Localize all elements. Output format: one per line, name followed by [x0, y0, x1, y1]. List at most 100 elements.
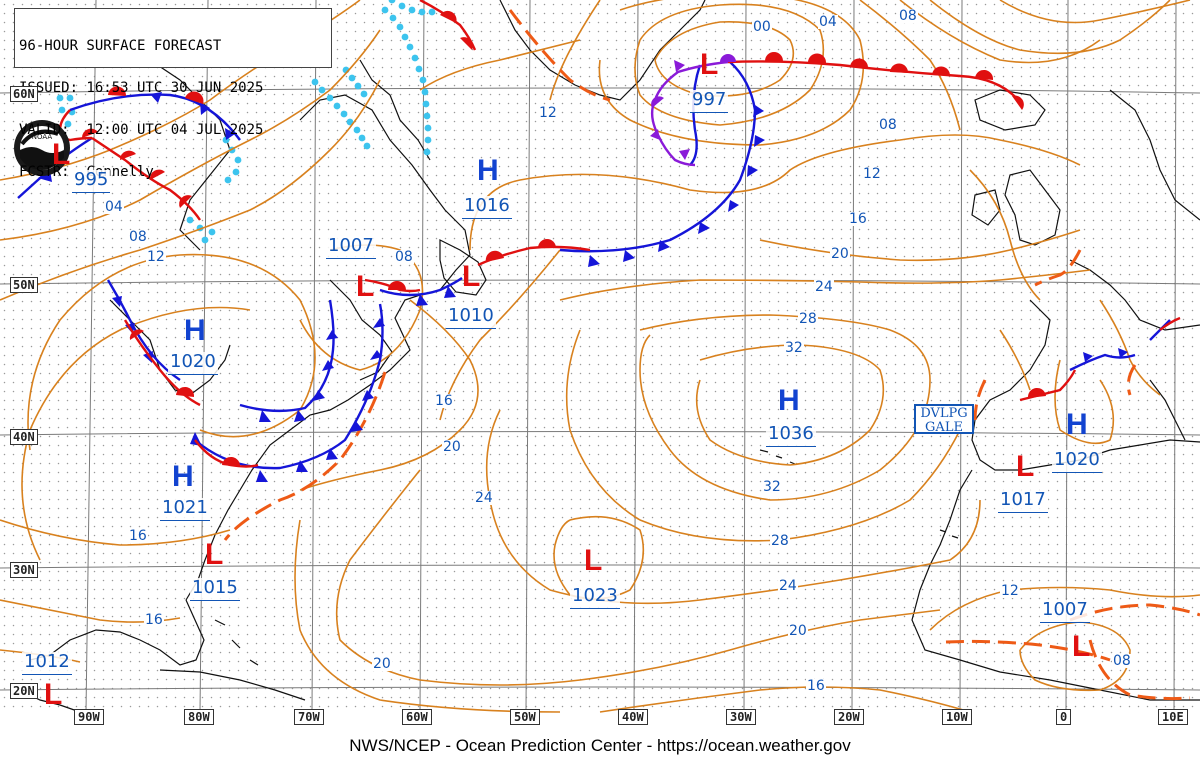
isobar-label: 28 [798, 311, 818, 327]
isobar-label: 12 [538, 105, 558, 121]
lat-label-60n: 60N [10, 86, 38, 102]
isobar-label: 32 [784, 340, 804, 356]
coast-ireland [971, 189, 1001, 226]
isobar-label: 08 [128, 229, 148, 245]
gale-warning-text: DVLPG GALE [920, 406, 968, 435]
low-pressure-value: 1023 [570, 586, 620, 609]
isobar-label: 24 [814, 279, 834, 295]
isobar-label: 16 [434, 393, 454, 409]
forecast-title: 96-HOUR SURFACE FORECAST [19, 38, 222, 54]
coast-hudson-bay [119, 39, 231, 251]
isobar-label: 16 [128, 528, 148, 544]
low-center-letter: L [356, 270, 375, 303]
coastlines [19, 0, 1200, 713]
lat-label-20n: 20N [10, 683, 38, 699]
coast-north-america [185, 94, 471, 601]
isobar-label: 32 [762, 479, 782, 495]
coast-florida [29, 599, 205, 666]
isobar-label: 16 [806, 678, 826, 694]
occluded-front [650, 60, 729, 167]
isobar-label: 20 [442, 439, 462, 455]
low-pressure-value: 1010 [446, 306, 496, 329]
lon-label-30w: 30W [726, 709, 756, 725]
coast-newfoundland [439, 239, 487, 296]
lon-label-50w: 50W [510, 709, 540, 725]
isobar-label: 24 [778, 578, 798, 594]
high-pressure-value: 1020 [1052, 450, 1102, 473]
isobar-label: 16 [144, 612, 164, 628]
high-pressure-value: 1016 [462, 196, 512, 219]
isobar-label: 08 [394, 249, 414, 265]
noaa-logo-text: NOAA [32, 133, 53, 141]
isobar-label: 12 [146, 249, 166, 265]
lon-label-60w: 60W [402, 709, 432, 725]
isobar-label: 12 [1000, 583, 1020, 599]
low-pressure-value: 1007 [326, 236, 376, 259]
coast-greenland [499, 0, 706, 101]
isobar-label: 20 [372, 656, 392, 672]
high-pressure-value: 1020 [168, 352, 218, 375]
high-center-letter: H [1066, 408, 1088, 441]
isobar-label: 00 [752, 19, 772, 35]
coast-great-lakes [109, 299, 231, 396]
lon-label-20w: 20W [834, 709, 864, 725]
isobar-label: 04 [818, 14, 838, 30]
low-pressure-value: 1017 [998, 490, 1048, 513]
lon-label-70w: 70W [294, 709, 324, 725]
isobar-label: 08 [1112, 653, 1132, 669]
lon-label-90w: 90W [74, 709, 104, 725]
low-center-letter: L [462, 260, 481, 293]
coast-bahamas [214, 619, 259, 666]
isobar-label: 04 [104, 199, 124, 215]
lon-label-10e: 10E [1158, 709, 1188, 725]
isobar-label: 28 [770, 533, 790, 549]
forecast-header: 96-HOUR SURFACE FORECAST ISSUED: 16:53 U… [14, 8, 332, 179]
isobar-label: 12 [862, 166, 882, 182]
coast-iceland [974, 89, 1046, 131]
ice-edge [56, 0, 436, 244]
coast-labrador [359, 59, 431, 161]
lon-label-40w: 40W [618, 709, 648, 725]
low-center-letter: L [52, 138, 71, 171]
low-pressure-value: 1007 [1040, 600, 1090, 623]
grid-lines [0, 0, 1200, 713]
cold-fronts [17, 61, 1171, 470]
high-pressure-value: 1021 [160, 498, 210, 521]
high-center-letter: H [477, 154, 499, 187]
isobar-label: 24 [474, 490, 494, 506]
lat-label-40n: 40N [10, 429, 38, 445]
developing-gale-warning: DVLPG GALE [914, 404, 974, 435]
low-pressure-value: 997 [690, 90, 729, 113]
lat-label-50n: 50N [10, 277, 38, 293]
warm-front-bumps [81, 10, 1046, 467]
occluded-front-symbols [650, 54, 736, 160]
low-center-letter: L [700, 48, 719, 81]
coast-azores [759, 449, 796, 465]
lon-label-0: 0 [1056, 709, 1072, 725]
coast-italy [1149, 379, 1186, 441]
isobar-label: 08 [878, 117, 898, 133]
lon-label-10w: 10W [942, 709, 972, 725]
lat-label-30n: 30N [10, 562, 38, 578]
isobar-label: 20 [830, 246, 850, 262]
low-pressure-value: 1015 [190, 578, 240, 601]
isobar-label: 16 [848, 211, 868, 227]
isobar-label: 08 [898, 8, 918, 24]
low-center-letter: L [44, 678, 63, 711]
low-center-letter: L [205, 538, 224, 571]
coast-gulf-st-lawrence [329, 279, 393, 381]
isobar-label: 20 [788, 623, 808, 639]
noaa-logo: NOAA [14, 120, 70, 176]
coast-canaries [939, 529, 959, 539]
footer-credit: NWS/NCEP - Ocean Prediction Center - htt… [349, 736, 851, 755]
low-pressure-value: 995 [72, 170, 111, 193]
low-center-letter: L [1016, 450, 1035, 483]
high-center-letter: H [778, 384, 800, 417]
valid-time: VALID: 12:00 UTC 04 JUL 2025 [19, 122, 264, 138]
low-pressure-value: 1012 [22, 652, 72, 675]
high-center-letter: H [172, 460, 194, 493]
coast-france-spain [971, 299, 1200, 471]
high-pressure-value: 1036 [766, 424, 816, 447]
coast-norway [1109, 89, 1200, 221]
